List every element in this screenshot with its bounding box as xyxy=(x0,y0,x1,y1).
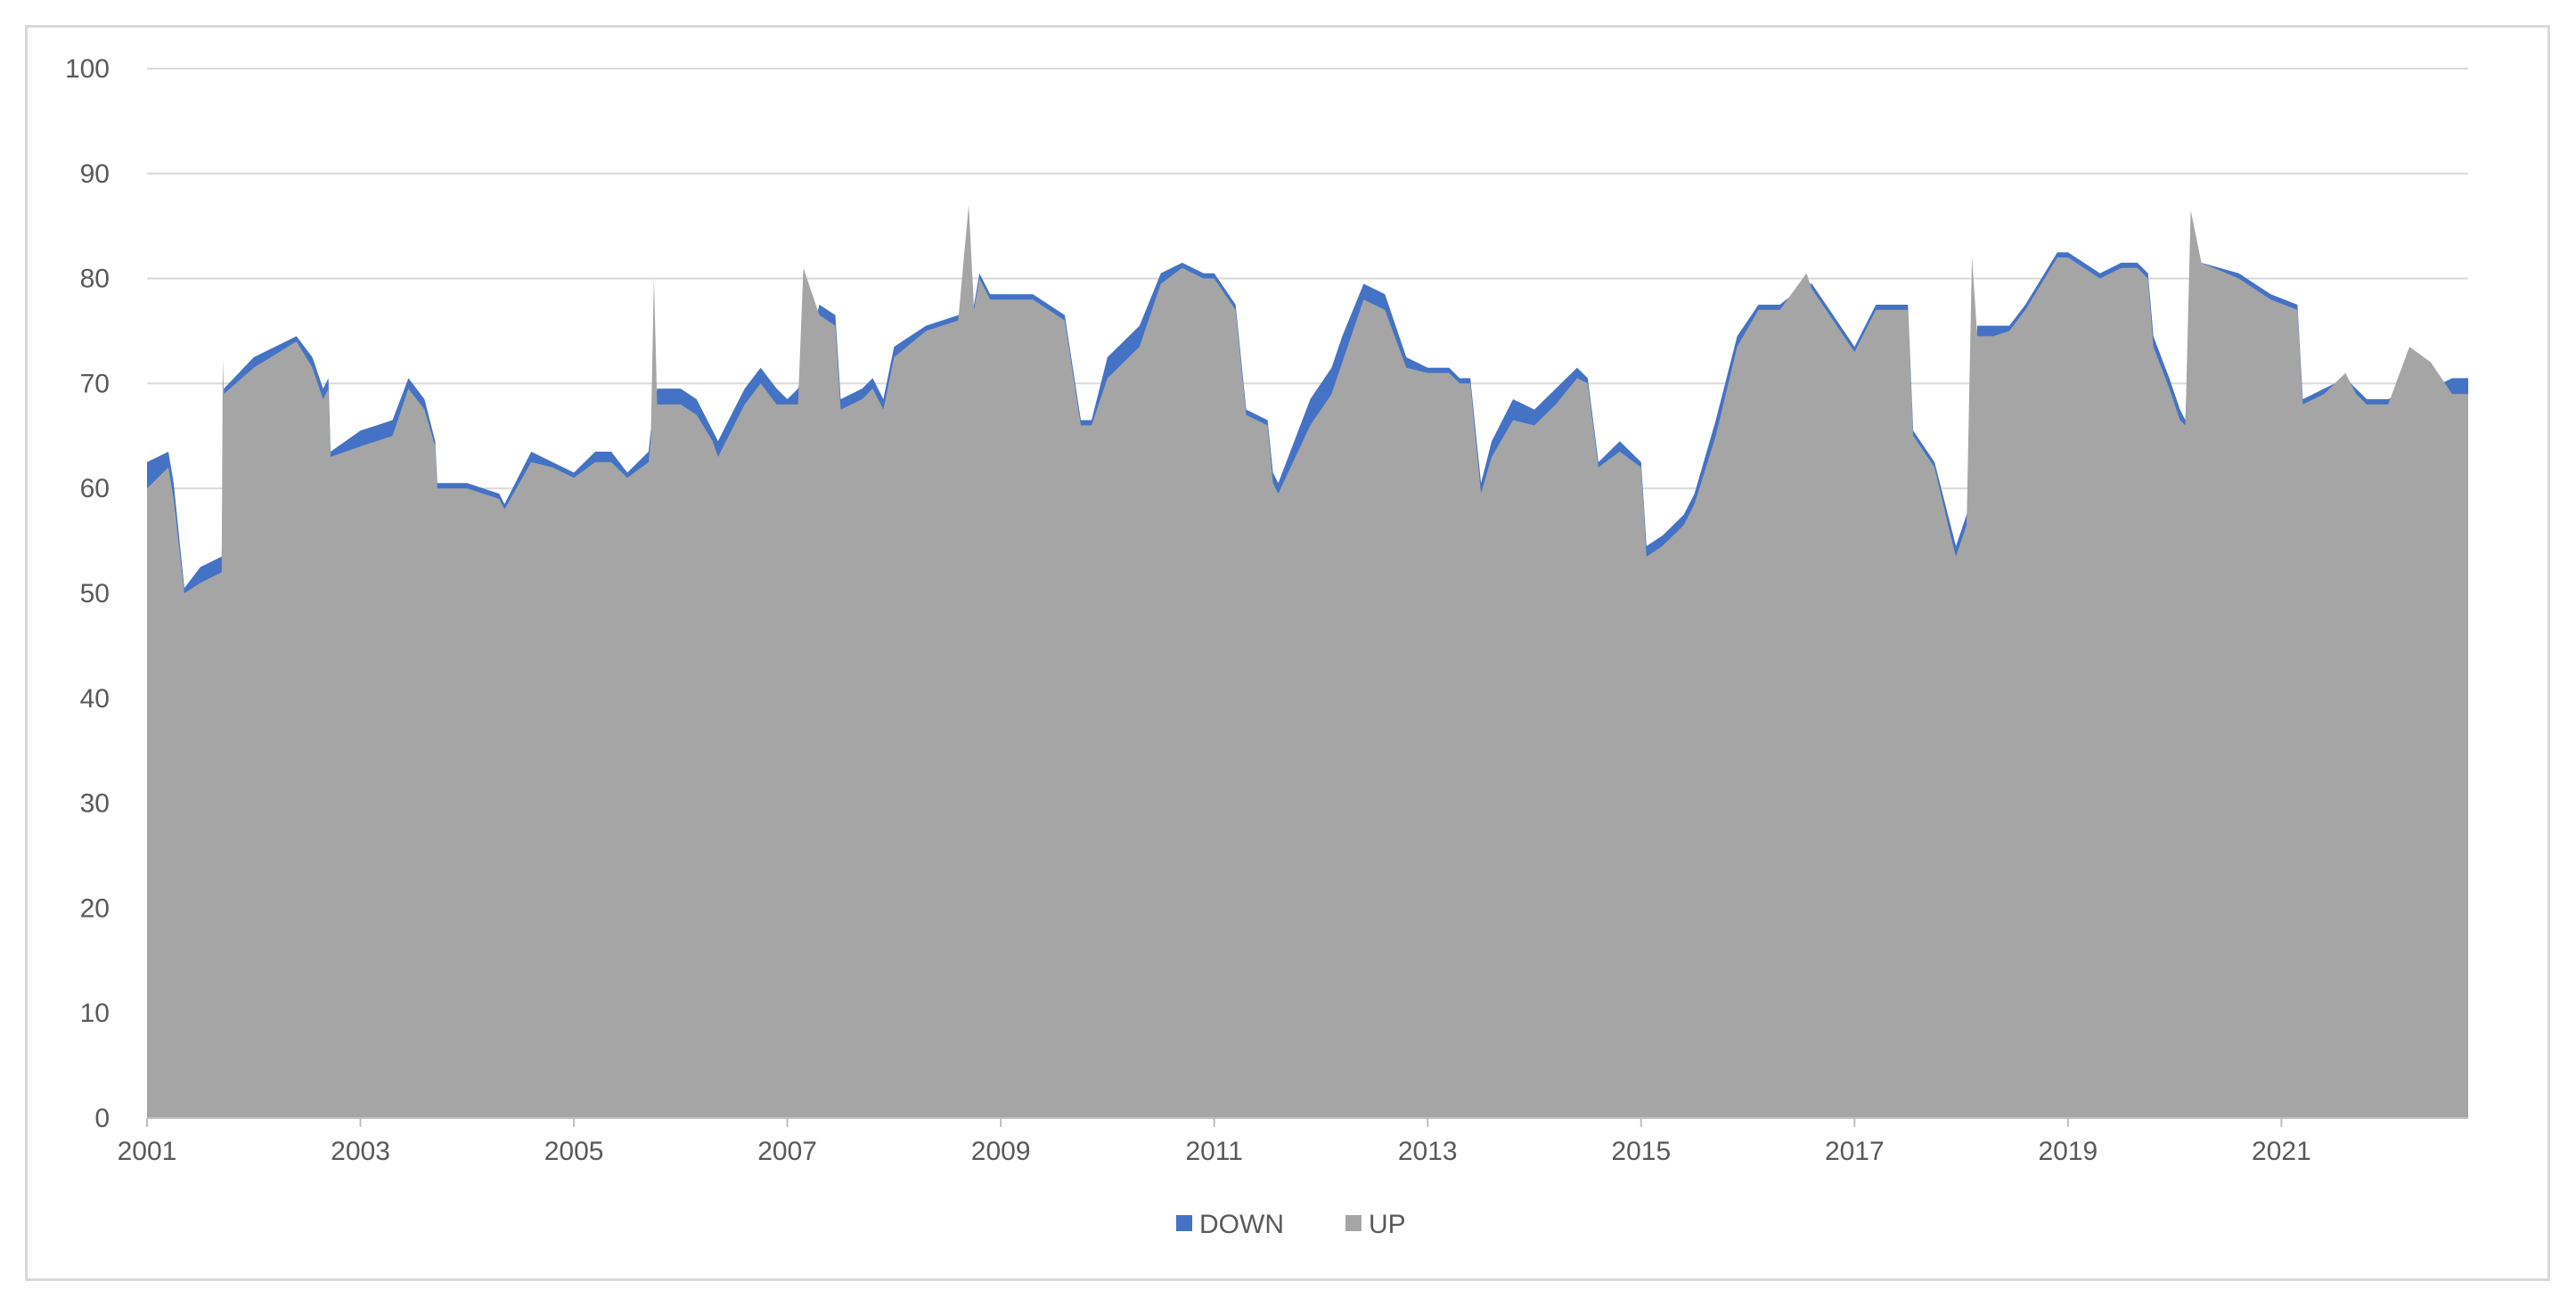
x-tick-label: 2005 xyxy=(544,1137,604,1166)
y-tick-label: 50 xyxy=(80,579,110,608)
x-tick-label: 2007 xyxy=(757,1137,817,1166)
y-tick-labels: 0 10 20 30 40 50 60 70 80 90 100 xyxy=(65,54,110,1133)
legend: DOWN UP xyxy=(1176,1210,1406,1239)
x-tick-label: 2015 xyxy=(1611,1137,1671,1166)
x-tick-label: 2003 xyxy=(331,1137,390,1166)
x-tick-label: 2019 xyxy=(2038,1137,2098,1166)
y-tick-label: 60 xyxy=(80,474,110,503)
x-tick-label: 2017 xyxy=(1825,1137,1885,1166)
series-areas xyxy=(147,205,2468,1119)
y-tick-label: 20 xyxy=(80,894,110,923)
legend-swatch-down xyxy=(1176,1215,1192,1231)
y-tick-label: 30 xyxy=(80,789,110,819)
legend-label-down: DOWN xyxy=(1199,1210,1284,1239)
y-tick-label: 90 xyxy=(80,159,110,189)
y-tick-label: 100 xyxy=(65,54,110,84)
y-tick-label: 80 xyxy=(80,265,110,294)
y-tick-label: 40 xyxy=(80,684,110,714)
series-area-up xyxy=(147,205,2468,1119)
x-tick-label: 2021 xyxy=(2252,1137,2311,1166)
y-tick-label: 0 xyxy=(94,1104,110,1133)
x-tick-label: 2011 xyxy=(1185,1137,1243,1166)
legend-label-up: UP xyxy=(1369,1210,1406,1239)
y-tick-label: 70 xyxy=(80,369,110,398)
x-tick-label: 2013 xyxy=(1398,1137,1458,1166)
x-tick-label: 2001 xyxy=(118,1137,177,1166)
x-tick-label: 2009 xyxy=(971,1137,1031,1166)
y-tick-label: 10 xyxy=(80,999,110,1028)
x-tick-labels: 2001 2003 2005 2007 2009 2011 2013 2015 2017 2019… xyxy=(118,1118,2311,1166)
legend-swatch-up xyxy=(1345,1215,1362,1231)
